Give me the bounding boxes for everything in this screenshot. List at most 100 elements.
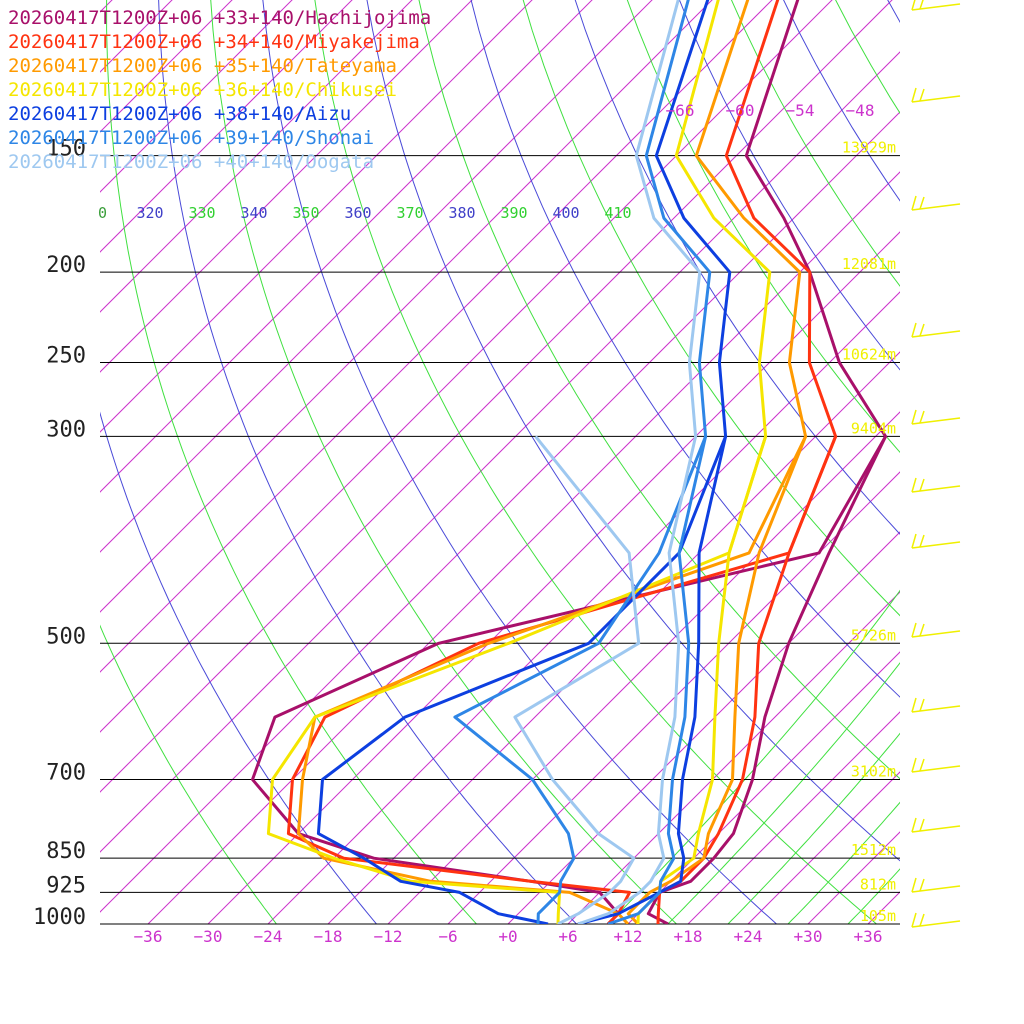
isotherm-line	[100, 0, 593, 493]
wind-barb	[911, 630, 961, 638]
temperature-line	[626, 0, 808, 924]
dry-adiabat-line	[158, 0, 578, 924]
wind-barb	[919, 623, 925, 637]
dewpoint-line	[296, 435, 807, 924]
height-label: 5726m	[851, 626, 896, 644]
dry-adiabat-line	[366, 0, 900, 862]
legend-entry: 20260417T1200Z+06 +33+140/Hachijojima	[8, 7, 432, 29]
isotherm-line	[100, 0, 293, 193]
legend-entry: 20260417T1200Z+06 +36+140/Chikusei	[8, 79, 397, 101]
dry-adiabat-line	[626, 0, 900, 454]
pressure-tick-label: 200	[46, 253, 86, 278]
dry-adiabat-line	[100, 411, 378, 924]
legend-entry: 20260417T1200Z+06 +38+140/Aizu	[8, 103, 352, 125]
isotherm-line	[627, 651, 900, 924]
wind-barb	[919, 758, 925, 772]
legend-entry: 20260417T1200Z+06 +40+140/Oogata	[8, 151, 375, 173]
temperature-line	[656, 0, 838, 924]
height-label: 812m	[860, 875, 896, 893]
dry-adiabat-line	[470, 0, 900, 698]
upper-temperature-label: −54	[786, 101, 815, 120]
wind-barb	[911, 203, 961, 211]
wind-barb	[911, 912, 917, 928]
dry-adiabat-line	[985, 0, 1024, 944]
temperature-line	[646, 0, 888, 924]
wind-barb	[911, 477, 917, 493]
wind-barb	[911, 322, 917, 338]
dry-adiabat-line	[574, 0, 900, 535]
isotherm-line	[100, 51, 900, 853]
legend: 20260417T1200Z+06 +33+140/Hachijojima 202…	[8, 6, 431, 174]
wind-barb	[911, 877, 917, 893]
isotherm-line	[100, 0, 653, 553]
theta-label: 390	[500, 204, 527, 222]
wind-barb	[919, 698, 925, 712]
temperature-tick-label: +36	[854, 927, 883, 946]
wind-barb	[911, 920, 961, 928]
height-label: 10624m	[842, 346, 896, 364]
wind-barb	[919, 196, 925, 210]
wind-barb	[919, 878, 925, 892]
legend-entry: 20260417T1200Z+06 +39+140/Shonai	[8, 127, 375, 149]
temperature-tick-label: +24	[734, 927, 763, 946]
wind-barb	[911, 697, 917, 713]
isotherm-line	[100, 0, 233, 133]
dewpoint-line	[453, 435, 707, 924]
moist-adiabat-line	[787, 801, 900, 924]
isotherm-line	[100, 0, 473, 373]
isotherm-line	[387, 411, 900, 924]
isotherm-line	[100, 0, 773, 673]
sounding-series	[251, 0, 888, 924]
theta-label: 350	[292, 204, 319, 222]
isotherm-line	[100, 0, 833, 733]
wind-barb	[911, 95, 961, 103]
wind-barb	[911, 541, 961, 549]
pressure-tick-label: 850	[46, 839, 86, 864]
pressure-tick-label: 925	[46, 873, 86, 898]
isotherm-line	[447, 471, 900, 924]
theta-label: 0	[98, 204, 107, 222]
upper-temperature-label: −60	[726, 101, 755, 120]
temperature-tick-label: −18	[314, 927, 343, 946]
wind-barb	[911, 705, 961, 713]
wind-barb	[911, 409, 917, 425]
isotherm-line	[100, 0, 893, 793]
theta-label: 400	[552, 204, 579, 222]
temperature-line	[607, 0, 712, 924]
isotherm-line	[207, 231, 900, 924]
upper-temperature-label: −66	[666, 101, 695, 120]
dry-adiabat-line	[314, 0, 878, 924]
isotherm-line	[100, 0, 413, 313]
wind-barb	[919, 0, 924, 10]
theta-label: 410	[604, 204, 631, 222]
dry-adiabat-line	[106, 0, 478, 924]
temperature-line	[636, 0, 772, 924]
wind-barb	[911, 195, 917, 211]
dry-adiabat-line	[936, 0, 1024, 944]
legend-entry: 20260417T1200Z+06 +34+140/Miyakejima	[8, 31, 420, 53]
wind-barb	[919, 323, 925, 337]
pressure-tick-label: 300	[46, 417, 86, 442]
isotherm-line	[267, 291, 900, 924]
wind-barb	[919, 534, 925, 548]
axis-labels: 100150200250300500700850925100016423m139…	[33, 101, 896, 946]
wind-barb	[911, 622, 917, 638]
height-label: 9404m	[851, 419, 896, 437]
height-label: 105m	[860, 907, 896, 925]
pressure-tick-label: 500	[46, 624, 86, 649]
height-label: 3102m	[851, 763, 896, 781]
theta-label: 380	[448, 204, 475, 222]
height-label: 13929m	[842, 139, 896, 157]
wind-barb	[919, 818, 925, 832]
wind-barb	[919, 913, 925, 927]
theta-label: 320	[136, 204, 163, 222]
wind-barb	[911, 87, 917, 103]
wind-barb	[919, 478, 925, 492]
height-label: 12081m	[842, 255, 896, 273]
dewpoint-line	[513, 435, 641, 924]
pressure-tick-label: 1000	[33, 905, 86, 930]
wind-barb	[911, 417, 961, 425]
pressure-tick-label: 150	[46, 137, 86, 162]
